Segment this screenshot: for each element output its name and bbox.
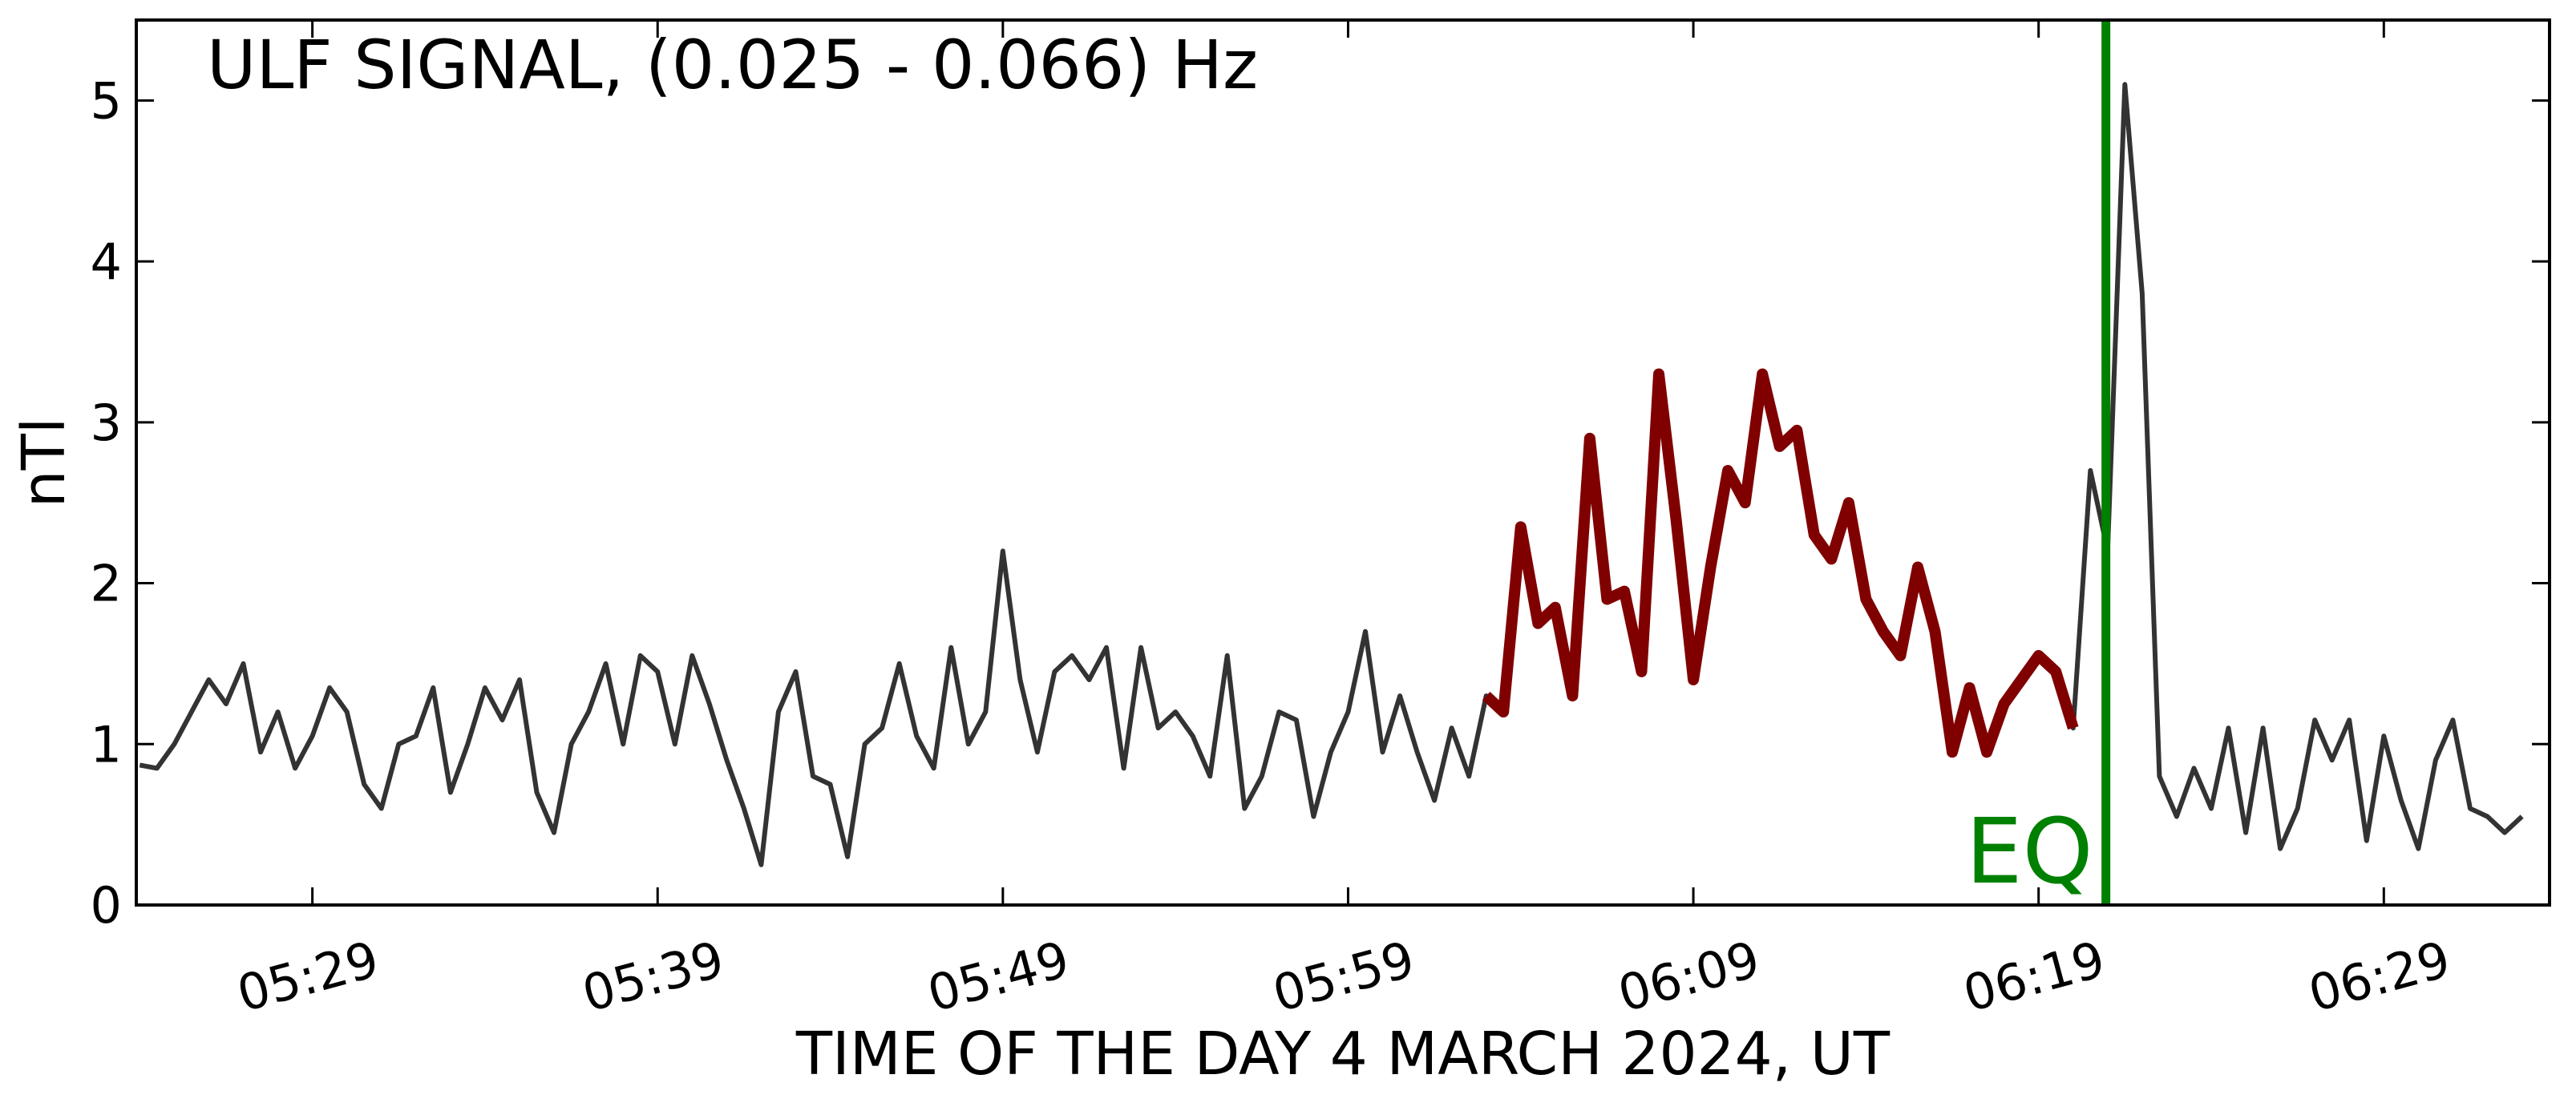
y-tick-label: 4 — [91, 232, 122, 291]
plot-frame — [135, 18, 2551, 907]
y-tick-label: 1 — [91, 715, 122, 774]
chart-title: ULF SIGNAL, (0.025 - 0.066) Hz — [207, 26, 1258, 104]
y-tick-label: 5 — [91, 71, 122, 130]
y-axis-label: nTl — [10, 418, 79, 508]
y-tick-label: 0 — [91, 876, 122, 935]
x-axis-label: TIME OF THE DAY 4 MARCH 2024, UT — [795, 1020, 1891, 1089]
data-line — [139, 82, 2524, 867]
y-tick-label: 2 — [91, 555, 122, 613]
data-line — [1482, 368, 2079, 758]
y-tick-label: 3 — [91, 394, 122, 452]
event-label: EQ — [1966, 800, 2093, 904]
